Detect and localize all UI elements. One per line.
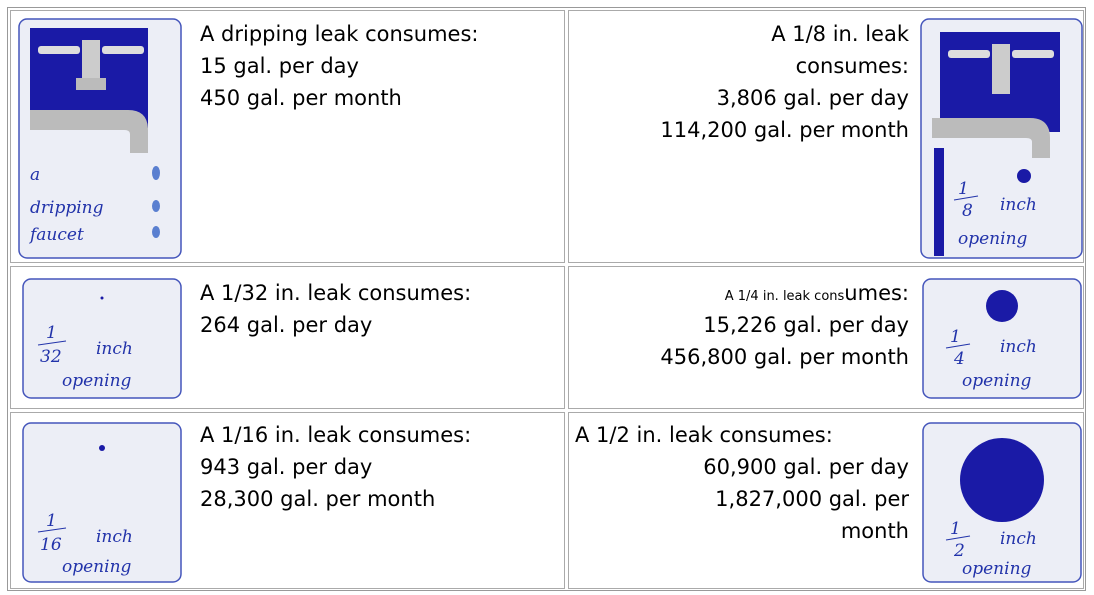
caption-word: opening	[962, 371, 1032, 391]
text-part: umes:	[844, 281, 909, 305]
text-line: 456,800 gal. per month	[660, 341, 909, 373]
opening-image: 1 32 inch opening	[22, 278, 182, 399]
text-line: consumes:	[660, 50, 909, 82]
text-line: 264 gal. per day	[200, 309, 471, 341]
text-line: 3,806 gal. per day	[660, 82, 909, 114]
cell-text: 60,900 gal. per day 1,827,000 gal. per m…	[703, 451, 909, 547]
cell-text: A 1/8 in. leak consumes: 3,806 gal. per …	[660, 18, 909, 146]
opening-image: 1 2 inch opening	[922, 422, 1082, 583]
caption-numerator: 1	[46, 323, 57, 343]
caption-unit: inch	[1000, 337, 1037, 357]
caption-denominator: 4	[953, 349, 965, 369]
cell-text: A 1/32 in. leak consumes: 264 gal. per d…	[200, 277, 471, 341]
text-line: 15,226 gal. per day	[660, 309, 909, 341]
text-part: A 1/4 in. leak cons	[725, 289, 845, 304]
text-line: A 1/32 in. leak consumes:	[200, 277, 471, 309]
text-line: month	[703, 515, 909, 547]
cell-text: A 1/16 in. leak consumes: 943 gal. per d…	[200, 419, 471, 515]
text-line: 450 gal. per month	[200, 82, 478, 114]
caption-unit: inch	[96, 339, 133, 359]
page: a dripping faucet A dripping leak consum…	[0, 0, 1094, 595]
caption-numerator: 1	[958, 179, 969, 199]
cell-text: A dripping leak consumes: 15 gal. per da…	[200, 18, 478, 114]
caption-denominator: 8	[962, 201, 973, 221]
faucet-image: a dripping faucet	[18, 18, 182, 259]
text-line: 60,900 gal. per day	[703, 451, 909, 483]
caption-numerator: 1	[950, 327, 961, 347]
caption-word: opening	[62, 371, 132, 391]
caption-unit: inch	[1000, 195, 1037, 215]
text-line: A dripping leak consumes:	[200, 18, 478, 50]
text-line: 943 gal. per day	[200, 451, 471, 483]
image-caption: faucet	[28, 225, 84, 245]
text-line: A 1/2 in. leak consumes:	[575, 419, 833, 451]
cell-text: A 1/4 in. leak consumes: 15,226 gal. per…	[660, 277, 909, 373]
faucet-image: 1 8 inch opening	[920, 18, 1084, 259]
text-line: A 1/4 in. leak consumes:	[660, 277, 909, 309]
caption-unit: inch	[1000, 529, 1037, 549]
caption-denominator: 2	[953, 541, 965, 561]
text-line: 1,827,000 gal. per	[703, 483, 909, 515]
text-line: 28,300 gal. per month	[200, 483, 471, 515]
opening-image: 1 4 inch opening	[922, 278, 1082, 399]
text-line: 15 gal. per day	[200, 50, 478, 82]
caption-unit: inch	[96, 527, 133, 547]
caption-numerator: 1	[950, 519, 961, 539]
caption-word: opening	[962, 559, 1032, 579]
image-caption: a	[30, 165, 40, 185]
text-line: A 1/16 in. leak consumes:	[200, 419, 471, 451]
caption-denominator: 16	[40, 535, 62, 555]
caption-denominator: 32	[40, 347, 62, 367]
opening-image: 1 16 inch opening	[22, 422, 182, 583]
caption-numerator: 1	[46, 511, 57, 531]
image-caption: dripping	[30, 198, 104, 218]
text-line: 114,200 gal. per month	[660, 114, 909, 146]
caption-word: opening	[958, 229, 1028, 249]
caption-word: opening	[62, 557, 132, 577]
text-line: A 1/8 in. leak	[660, 18, 909, 50]
